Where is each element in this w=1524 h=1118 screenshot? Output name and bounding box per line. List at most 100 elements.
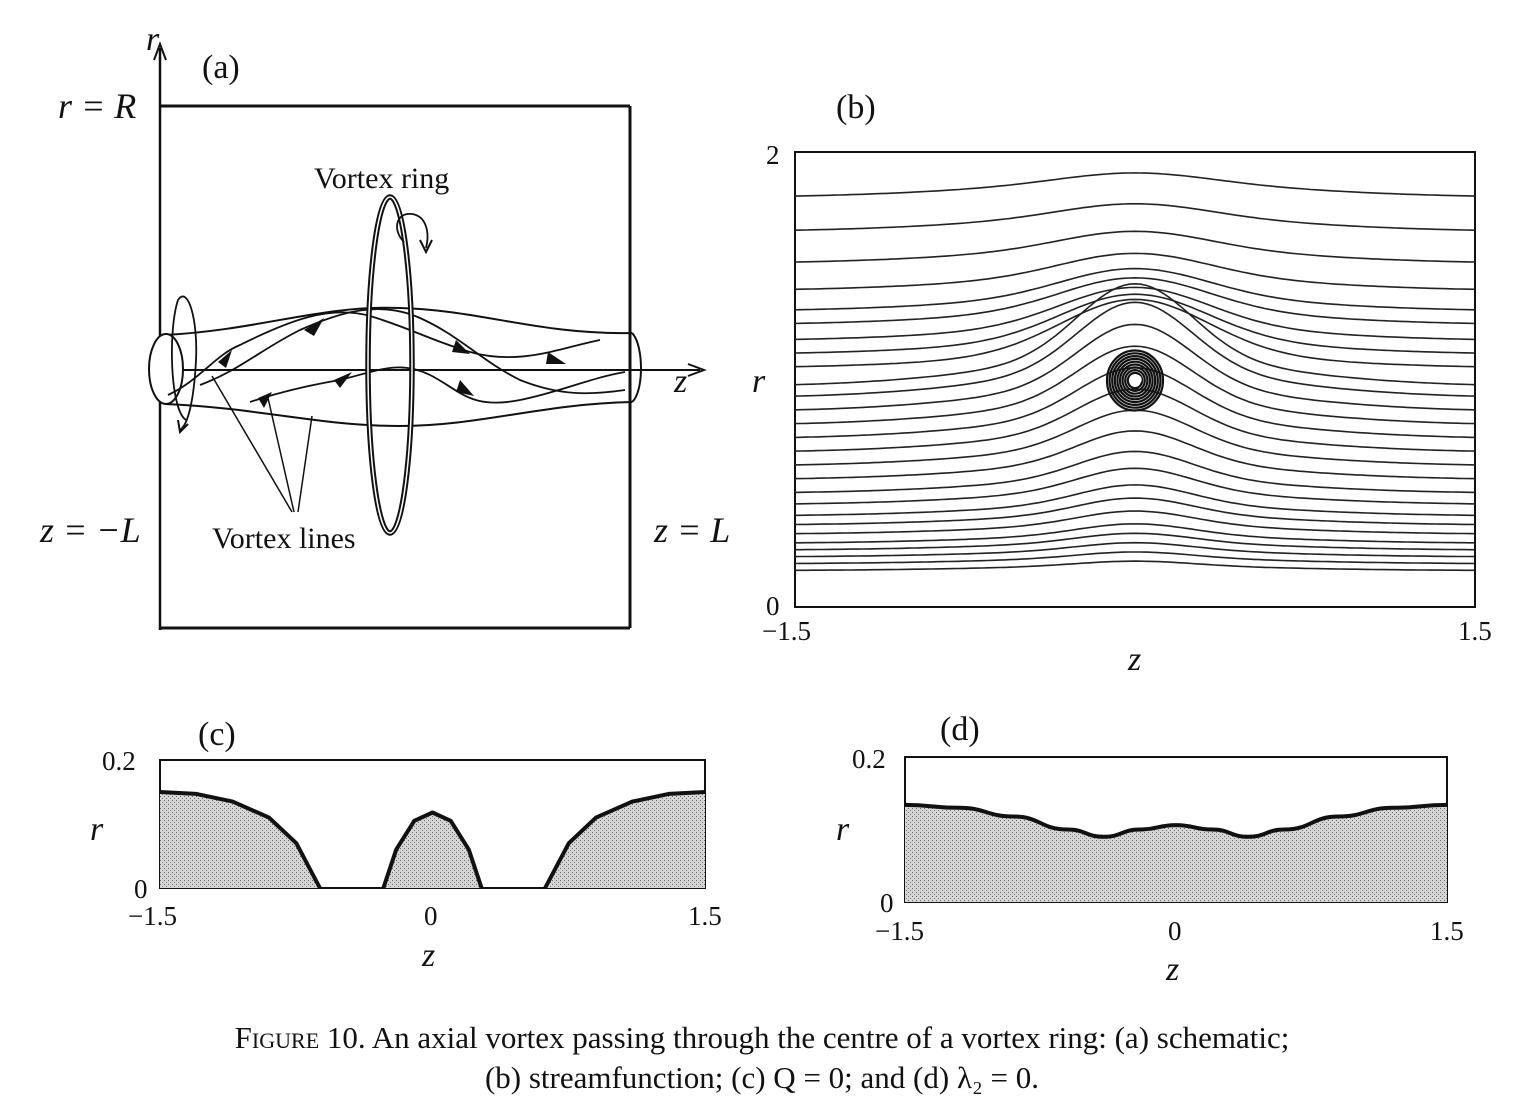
- panel-a-right-boundary: z = L: [653, 510, 730, 550]
- ring-core-contour: [1111, 355, 1159, 407]
- streamline: [794, 276, 1476, 325]
- streamline: [794, 467, 1476, 505]
- vortex-lines-pointer: [267, 397, 295, 513]
- vortex-line-1: [167, 311, 601, 396]
- streamline: [794, 286, 1476, 341]
- caption-line-1: Figure 10. An axial vortex passing throu…: [0, 1018, 1524, 1058]
- panel-c-label: (c): [198, 716, 236, 753]
- streamline: [794, 450, 1476, 494]
- streamline: [795, 532, 1475, 551]
- q-region-boundary: [381, 810, 484, 889]
- vortex-line-arrow-icon: [258, 392, 272, 408]
- panel-d-xtick-right: 1.5: [1430, 916, 1464, 946]
- panel-a-label: (a): [202, 49, 240, 86]
- streamline: [794, 282, 1476, 386]
- panel-d-lambda2-zero: (d) 0.2 0 −1.5 0 1.5 z r: [836, 711, 1464, 988]
- ring-core-contour: [1105, 349, 1165, 412]
- streamline: [794, 252, 1476, 291]
- streamline: [794, 203, 1476, 231]
- lambda2-region-boundary: [904, 802, 1448, 839]
- streamline: [794, 230, 1476, 263]
- streamline: [794, 345, 1476, 425]
- figure-canvas: (a) r r = R z = −L z = L z: [39, 21, 1492, 988]
- vortex-ring-core: [1105, 349, 1165, 412]
- vortex-line-arrow-icon: [334, 372, 352, 388]
- panel-d-xtick-mid: 0: [1168, 916, 1182, 946]
- caption-figure-number: Figure 10.: [234, 1020, 366, 1055]
- streamline: [794, 551, 1476, 565]
- q-zero-regions: [159, 790, 706, 889]
- streamline: [794, 323, 1476, 411]
- ring-circulation-icon: [396, 213, 429, 249]
- panel-d-xtick-left: −1.5: [875, 916, 924, 946]
- streamline: [794, 301, 1476, 397]
- q-region-boundary: [159, 790, 322, 889]
- panel-c-ytick-bottom: 0: [134, 874, 148, 904]
- figure-caption: Figure 10. An axial vortex passing throu…: [0, 1018, 1524, 1098]
- lambda2-zero-region: [904, 802, 1448, 902]
- panel-b-label: (b): [836, 89, 876, 126]
- streamline: [794, 510, 1476, 535]
- vortex-lines-pointer: [211, 375, 293, 513]
- ring-core-center: [1132, 374, 1142, 385]
- streamline: [794, 298, 1476, 368]
- streamline: [795, 484, 1475, 517]
- vortex-line-arrow-icon: [304, 318, 324, 336]
- panel-a-top-boundary: r = R: [58, 86, 136, 126]
- vortex-line-arrow-icon: [546, 352, 566, 364]
- panel-b-ytick-bottom: 0: [766, 591, 780, 621]
- ring-core-contour: [1108, 352, 1162, 409]
- lambda2-region-fill: [905, 804, 1447, 902]
- tube-circulation-arrow-icon: [177, 419, 189, 435]
- vortex-line-2: [199, 308, 626, 395]
- vortex-lines-label: Vortex lines: [212, 522, 356, 555]
- streamline: [795, 560, 1475, 572]
- vortex-tube-right-cap: [631, 332, 642, 403]
- ring-core-contour: [1116, 360, 1154, 401]
- panel-b-xlabel: z: [1127, 641, 1141, 678]
- vortex-ring-label: Vortex ring: [314, 162, 449, 195]
- panel-a-schematic: (a) r r = R z = −L z = L z: [39, 21, 730, 630]
- panel-b-frame: [794, 151, 1476, 608]
- streamline: [795, 430, 1475, 480]
- streamline: [794, 293, 1476, 354]
- panel-b-xtick-left: −1.5: [762, 616, 811, 646]
- ring-circulation-arrow-icon: [419, 239, 433, 255]
- panel-c-xtick-right: 1.5: [688, 901, 722, 931]
- q-region-fill: [160, 792, 320, 888]
- panel-c-xtick-mid: 0: [424, 901, 438, 931]
- panel-a-r-label: r: [146, 21, 160, 58]
- streamline: [795, 523, 1475, 544]
- caption-text-2: (b) streamfunction; (c) Q = 0; and (d) λ…: [484, 1060, 1040, 1095]
- panel-d-ytick-top: 0.2: [852, 744, 886, 774]
- panel-b-ylabel: r: [752, 363, 766, 400]
- streamlines: [794, 172, 1476, 572]
- streamline: [794, 172, 1476, 197]
- streamline: [794, 409, 1476, 466]
- ring-core-contour: [1124, 369, 1146, 393]
- streamline: [794, 541, 1476, 558]
- panel-d-xlabel: z: [1165, 951, 1179, 988]
- vortex-line-3: [249, 366, 626, 404]
- panel-b-ytick-top: 2: [766, 140, 780, 170]
- vortex-tube-end-cap: [148, 333, 184, 405]
- panel-c-xlabel: z: [421, 937, 435, 974]
- ring-core-contour: [1121, 366, 1149, 395]
- streamline: [794, 267, 1476, 311]
- ring-core-contour: [1118, 363, 1152, 398]
- panel-a-z-label: z: [673, 363, 687, 400]
- vortex-ring-highlight: [367, 196, 413, 534]
- panel-c-ytick-top: 0.2: [102, 746, 136, 776]
- panel-c-ylabel: r: [90, 811, 104, 848]
- vortex-line-arrow-icon: [456, 380, 474, 396]
- panel-b-streamfunction: (b) 2 0 −1.5 1.5 z r: [752, 89, 1492, 678]
- vortex-lines-pointer: [297, 415, 313, 513]
- panel-a-left-boundary: z = −L: [39, 510, 141, 550]
- ring-core-contour: [1126, 371, 1144, 390]
- tube-circulation-icon: [170, 295, 198, 431]
- vortex-tube-bottom-edge: [164, 401, 633, 428]
- vortex-tube-top-edge: [164, 306, 633, 336]
- panel-d-ylabel: r: [836, 811, 850, 848]
- streamline: [794, 497, 1476, 526]
- vortex-line-arrow-icon: [452, 340, 470, 354]
